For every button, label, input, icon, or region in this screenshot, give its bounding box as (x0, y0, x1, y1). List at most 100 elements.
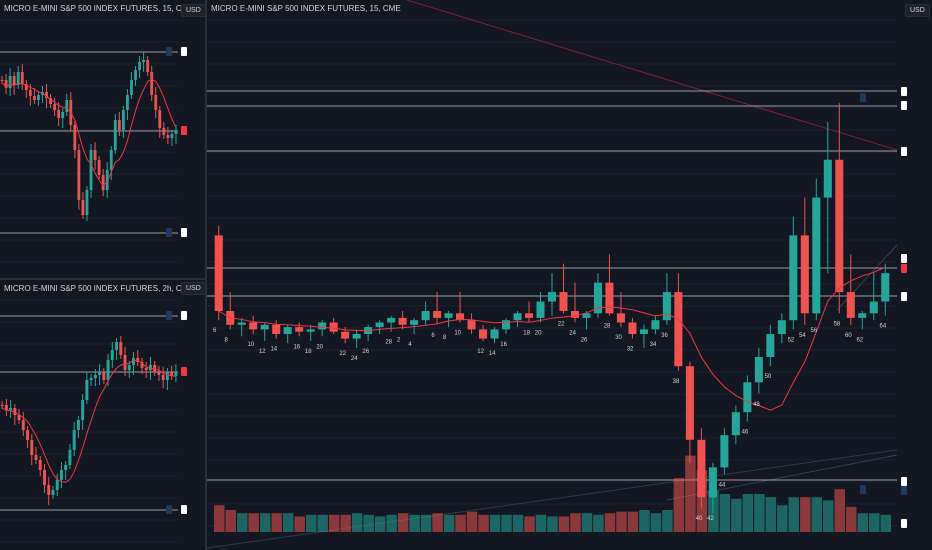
volume-bar (581, 513, 593, 532)
volume-bar (466, 511, 478, 532)
candle-body (410, 320, 419, 325)
bar-number: 44 (719, 482, 726, 488)
candle-body (30, 440, 34, 455)
bar-number: 16 (500, 342, 507, 348)
candle-body (38, 460, 42, 470)
candle-body (55, 480, 59, 490)
bar-number: 60 (845, 333, 852, 339)
volume-bar (731, 498, 742, 532)
candle-body (154, 95, 158, 110)
candle-body (161, 375, 165, 380)
candle-body (121, 110, 125, 130)
candle-body (65, 100, 69, 112)
bar-number: 26 (362, 349, 369, 355)
candle-body (134, 70, 137, 80)
currency-button[interactable]: USD (181, 282, 205, 295)
candle-body (605, 282, 614, 314)
candle-body (77, 150, 81, 200)
volume-bar (869, 513, 880, 532)
volume-bar (363, 514, 374, 532)
candle-body (165, 372, 169, 380)
candle-body (109, 150, 113, 170)
bar-number: 2 (397, 337, 401, 343)
candle-body (174, 372, 178, 376)
candle-body (789, 235, 798, 321)
bar-number: 8 (443, 335, 447, 341)
candle-body (685, 366, 694, 440)
pane-main-15m[interactable]: MICRO E-MINI S&P 500 INDEX FUTURES, 15, … (207, 0, 932, 550)
candle-body (166, 135, 170, 138)
candle-body (110, 350, 114, 360)
volume-bar (236, 513, 248, 532)
candle-body (20, 72, 24, 84)
volume-bar (616, 511, 627, 532)
candle-body (144, 368, 148, 370)
candle-body (174, 131, 178, 134)
volume-bar (271, 513, 282, 532)
candle-body (21, 420, 25, 430)
bar-number: 62 (857, 337, 864, 343)
candle-body (170, 372, 174, 376)
bar-number: 32 (627, 347, 634, 353)
candle-body (881, 273, 890, 302)
high-tag (166, 47, 172, 56)
candle-body (341, 331, 350, 339)
candle-body (387, 317, 396, 323)
price-level-tag (901, 147, 907, 156)
volume-bar (696, 470, 708, 532)
candle-body (45, 92, 48, 98)
bar-number: 26 (581, 337, 588, 343)
volume-bar (535, 514, 547, 532)
currency-button[interactable]: USD (905, 4, 930, 17)
candle-body (398, 317, 407, 325)
candle-body (34, 455, 38, 460)
volume-bar (547, 516, 558, 532)
volume-bar (455, 514, 466, 532)
pane-bottomleft-2h[interactable]: MICRO E-MINI S&P 500 INDEX FUTURES, 2h, … (0, 280, 205, 550)
candle-body (81, 400, 85, 420)
pane-divider[interactable] (205, 0, 207, 550)
candle-body (674, 292, 683, 367)
candle-body (37, 95, 40, 100)
volume-bar (432, 513, 443, 532)
bar-number: 12 (259, 349, 266, 355)
volume-bar (374, 516, 386, 532)
candle-body (651, 320, 660, 330)
candle-body (352, 334, 361, 339)
pane-title: MICRO E-MINI S&P 500 INDEX FUTURES, 2h, … (4, 284, 194, 293)
candle-body (858, 313, 867, 318)
candle-body (49, 98, 52, 104)
candle-body (140, 362, 144, 368)
candle-body (61, 112, 65, 118)
candle-body (593, 282, 602, 314)
candle-body (835, 159, 844, 293)
pane-title: MICRO E-MINI S&P 500 INDEX FUTURES, 15, … (211, 4, 401, 13)
bar-number: 30 (615, 335, 622, 341)
candle-body (4, 405, 8, 410)
candle-body (130, 80, 133, 95)
price-level-tag (901, 101, 907, 110)
volume-bar (857, 513, 869, 532)
candle-body (76, 420, 80, 430)
candle-body (105, 170, 109, 190)
volume-bar (259, 513, 271, 532)
price-level-tag (901, 264, 907, 273)
candle-body (148, 365, 152, 370)
candlestick-chart[interactable] (0, 280, 205, 550)
candle-body (12, 76, 16, 85)
low-tag (860, 485, 866, 494)
candle-body (157, 372, 161, 375)
pane-divider[interactable] (0, 278, 205, 280)
volume-bar (558, 516, 570, 532)
bar-number: 64 (880, 324, 887, 330)
volume-bar (800, 497, 811, 532)
candle-body (115, 342, 119, 350)
candlestick-chart[interactable] (0, 0, 205, 278)
bar-number: 28 (385, 340, 392, 346)
candle-body (24, 84, 28, 90)
currency-button[interactable]: USD (181, 4, 205, 17)
pane-topleft-15m[interactable]: MICRO E-MINI S&P 500 INDEX FUTURES, 15, … (0, 0, 205, 278)
bar-number: 50 (765, 374, 772, 380)
volume-bar (317, 514, 328, 532)
